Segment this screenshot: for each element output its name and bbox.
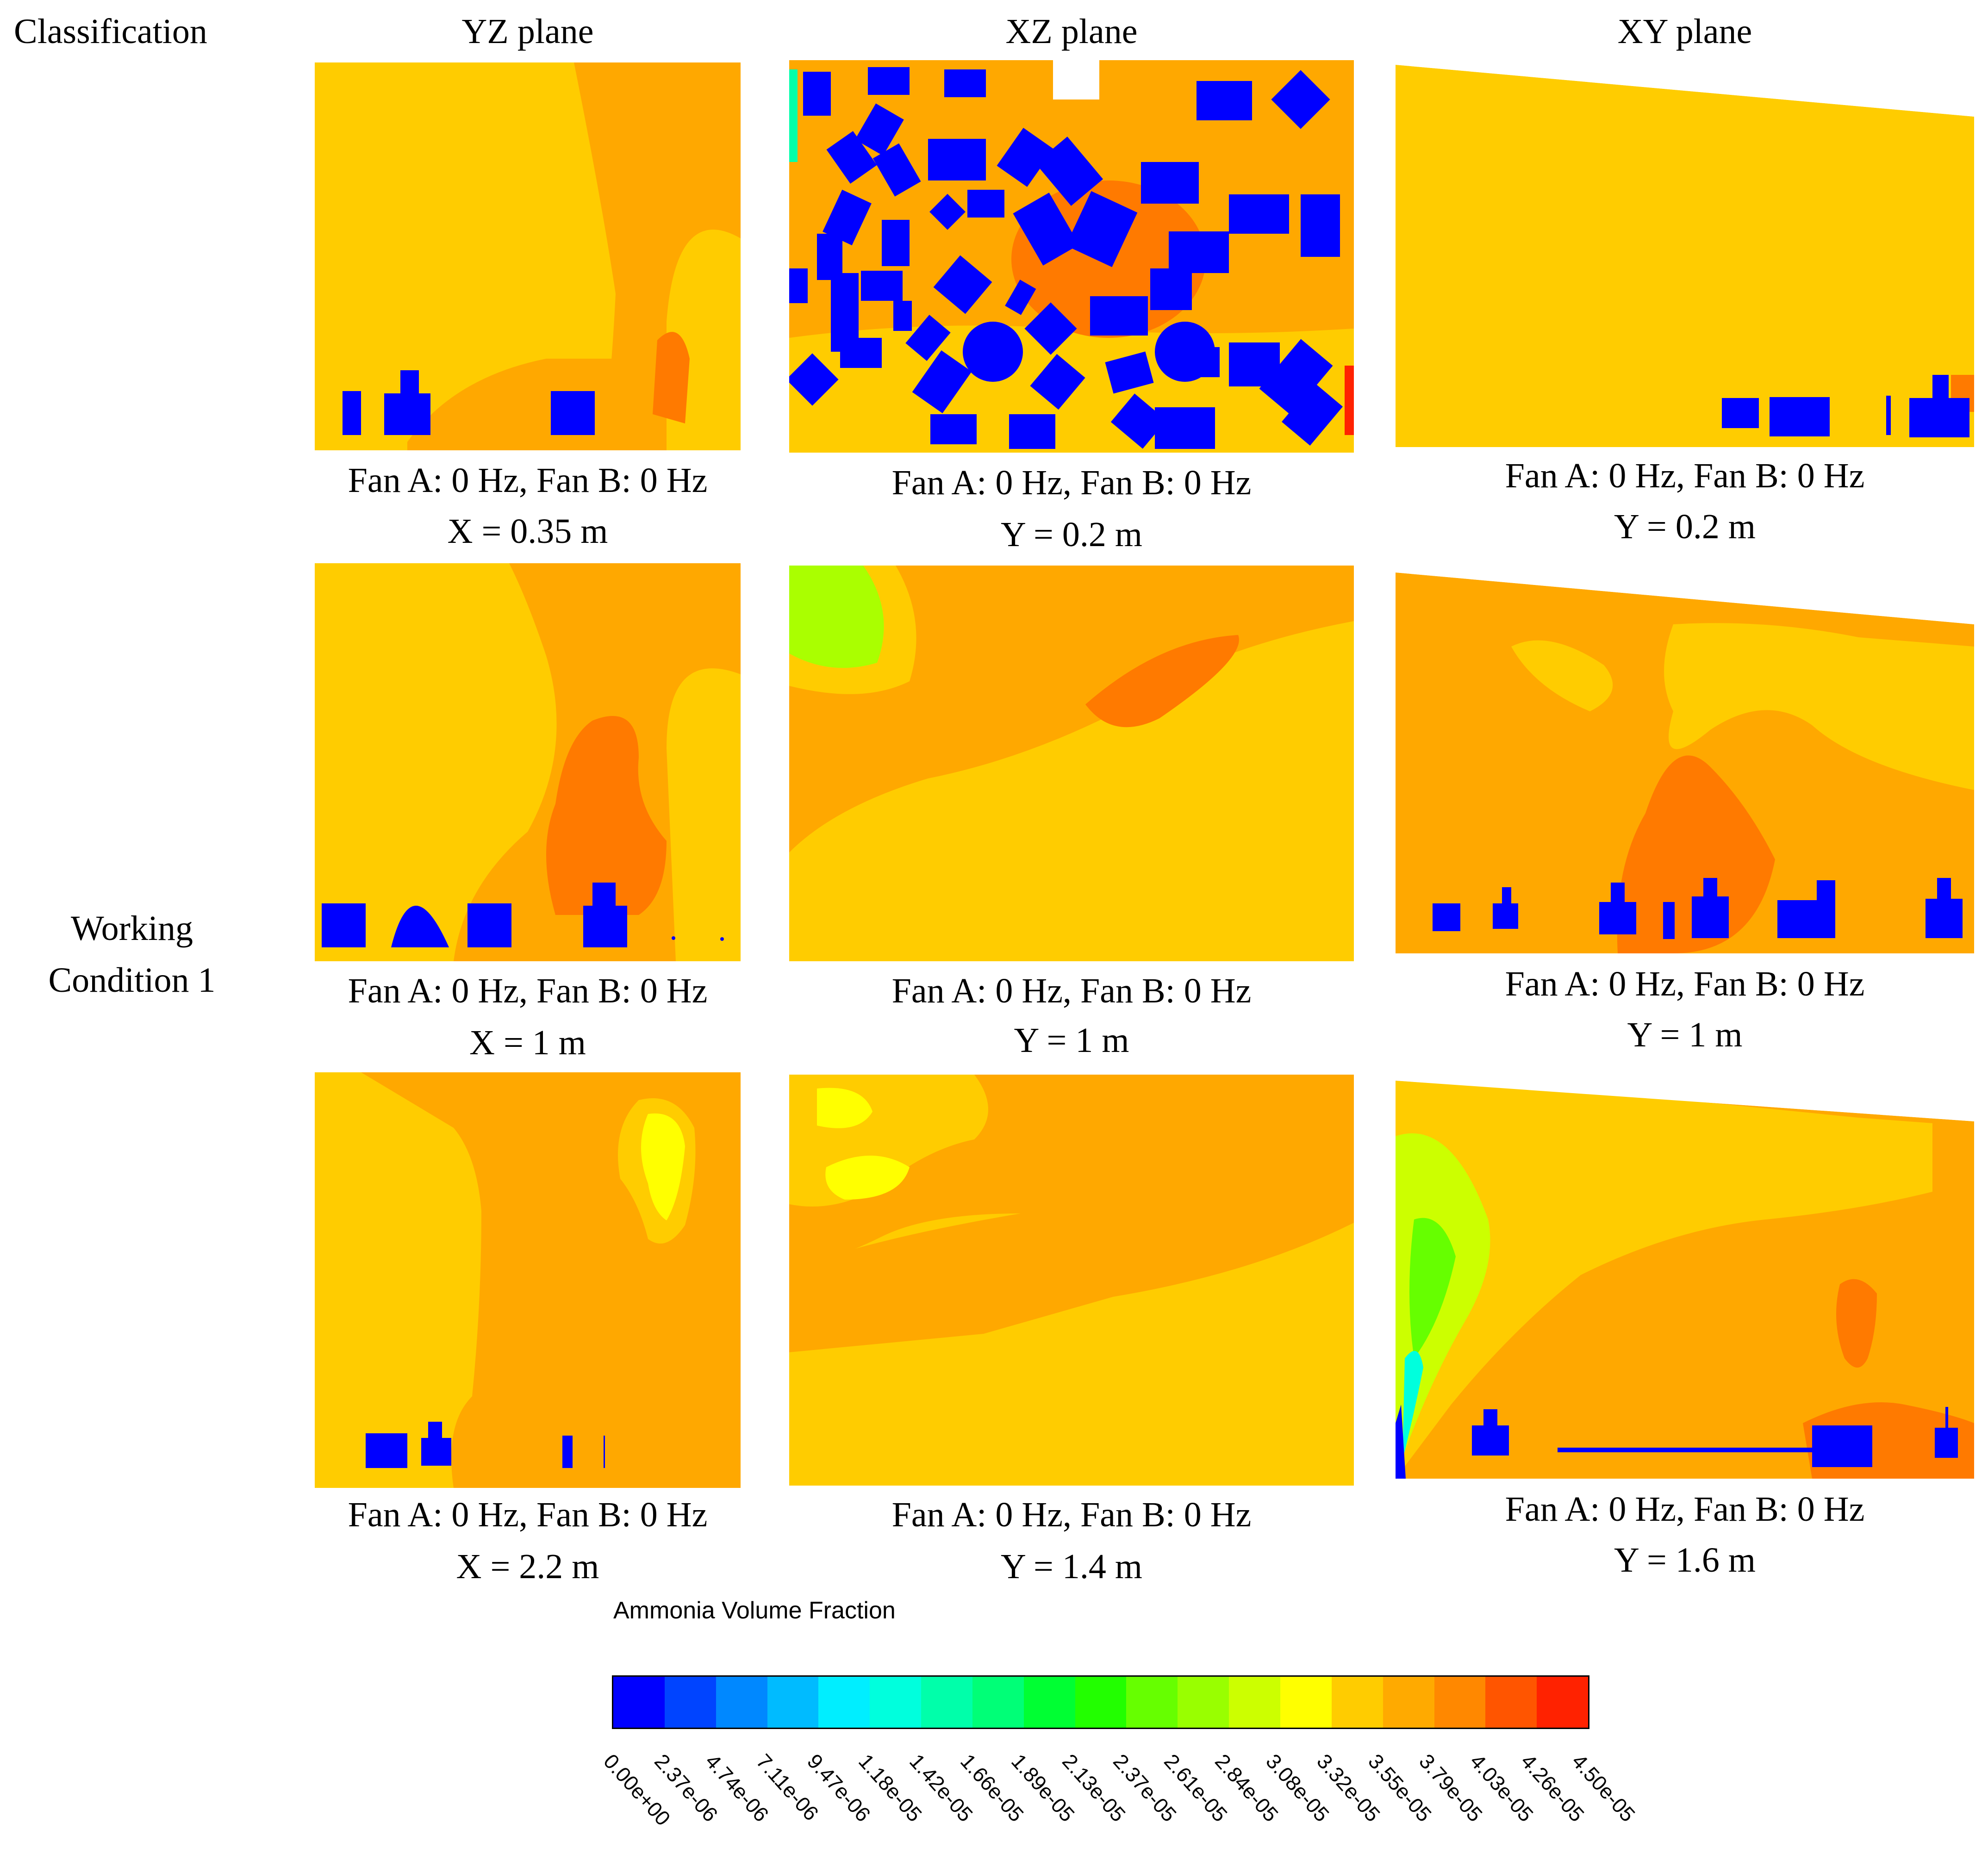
fan-label-3: Fan A: 0 Hz, Fan B: 0 Hz	[1505, 456, 1865, 495]
pos-label-7: X = 2.2 m	[456, 1547, 599, 1586]
fan-label-5: Fan A: 0 Hz, Fan B: 0 Hz	[891, 971, 1252, 1010]
colorbar-segment	[1331, 1677, 1383, 1728]
fan-label-8: Fan A: 0 Hz, Fan B: 0 Hz	[891, 1495, 1252, 1534]
colorbar-segment	[1383, 1677, 1434, 1728]
contour-yz-x035	[315, 62, 741, 450]
yz-plane-header: YZ plane	[461, 12, 594, 51]
fan-label-4: Fan A: 0 Hz, Fan B: 0 Hz	[348, 971, 708, 1010]
working-condition-label: Working Condition 1	[48, 909, 216, 1000]
pos-label-8: Y = 1.4 m	[1000, 1547, 1143, 1586]
pos-label-5: Y = 1 m	[1014, 1021, 1129, 1060]
contour-xy-y16	[1396, 1081, 1974, 1479]
colorbar-segment	[1485, 1677, 1537, 1728]
pos-label-3: Y = 0.2 m	[1614, 507, 1756, 546]
xz-plane-header: XZ plane	[1005, 12, 1138, 51]
contour-xz-y14	[789, 1075, 1354, 1486]
contour-xz-y1	[789, 566, 1354, 961]
pos-label-4: X = 1 m	[469, 1023, 586, 1062]
colorbar-segment	[1537, 1677, 1589, 1728]
fan-label-9: Fan A: 0 Hz, Fan B: 0 Hz	[1505, 1490, 1865, 1529]
colorbar-segment	[870, 1677, 922, 1728]
contour-xz-y02	[789, 60, 1354, 453]
pos-label-9: Y = 1.6 m	[1614, 1541, 1756, 1580]
contour-yz-x22	[315, 1072, 741, 1488]
fan-label-2: Fan A: 0 Hz, Fan B: 0 Hz	[891, 463, 1252, 502]
colorbar-segment	[921, 1677, 972, 1728]
colorbar-segment	[1126, 1677, 1178, 1728]
pos-label-6: Y = 1 m	[1627, 1015, 1743, 1054]
fan-label-6: Fan A: 0 Hz, Fan B: 0 Hz	[1505, 964, 1865, 1003]
colorbar-segment	[1023, 1677, 1075, 1728]
colorbar-segment	[1075, 1677, 1127, 1728]
fan-label-1: Fan A: 0 Hz, Fan B: 0 Hz	[348, 461, 708, 500]
colorbar-segment	[613, 1677, 665, 1728]
colorbar-segment	[1229, 1677, 1280, 1728]
contour-yz-x1	[315, 563, 741, 961]
pos-label-1: X = 0.35 m	[447, 512, 608, 551]
fan-label-7: Fan A: 0 Hz, Fan B: 0 Hz	[348, 1495, 708, 1534]
legend-title: Ammonia Volume Fraction	[613, 1597, 896, 1624]
colorbar-segment	[1434, 1677, 1486, 1728]
colorbar-segment	[972, 1677, 1024, 1728]
colorbar-segment	[716, 1677, 767, 1728]
colorbar-segment	[767, 1677, 819, 1728]
colorbar-segment	[1280, 1677, 1332, 1728]
pos-label-2: Y = 0.2 m	[1000, 515, 1143, 554]
contour-xy-y1	[1396, 572, 1974, 953]
colorbar-segment	[818, 1677, 870, 1728]
classification-header: Classification	[14, 12, 207, 51]
colorbar-segment	[1178, 1677, 1229, 1728]
colorbar-segment	[664, 1677, 716, 1728]
colorbar	[612, 1675, 1589, 1729]
contour-xy-y02	[1396, 65, 1974, 447]
xy-plane-header: XY plane	[1617, 12, 1752, 51]
